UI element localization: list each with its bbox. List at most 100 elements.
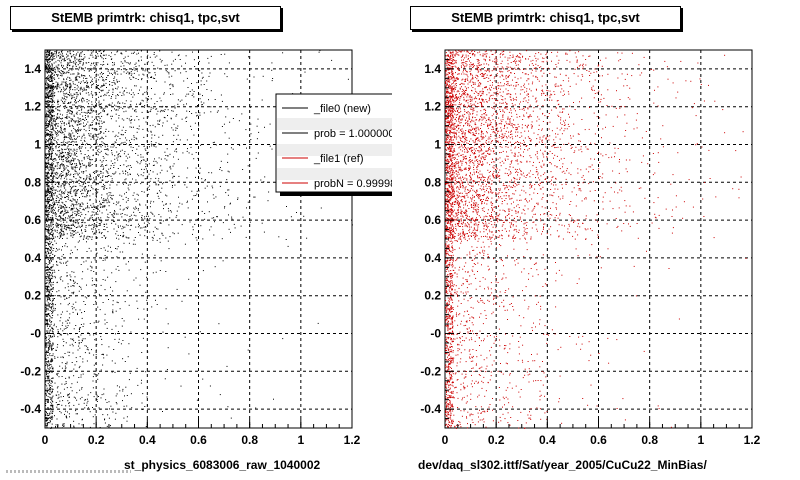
- data-point: [147, 186, 149, 188]
- data-point: [47, 167, 49, 169]
- data-point: [154, 126, 156, 128]
- data-point: [176, 127, 178, 129]
- data-point: [208, 172, 210, 174]
- data-point: [85, 89, 87, 90]
- data-point: [92, 188, 94, 190]
- data-point: [130, 71, 132, 73]
- data-point: [65, 209, 67, 211]
- data-point: [150, 106, 152, 108]
- data-point: [161, 201, 163, 203]
- data-point: [51, 388, 53, 390]
- data-point: [179, 100, 181, 102]
- data-point: [72, 230, 74, 232]
- data-point: [81, 225, 83, 227]
- data-point: [269, 123, 271, 125]
- data-point: [77, 241, 79, 243]
- data-point: [74, 129, 76, 130]
- data-point: [59, 154, 61, 156]
- data-point: [65, 207, 67, 209]
- data-point: [204, 213, 206, 214]
- data-point: [124, 141, 126, 143]
- data-point: [57, 264, 59, 266]
- data-point: [169, 84, 171, 86]
- data-point: [80, 82, 81, 84]
- data-point: [147, 61, 149, 63]
- data-point: [75, 101, 77, 103]
- data-point: [150, 211, 152, 213]
- data-point: [171, 127, 173, 129]
- data-point: [80, 190, 82, 192]
- data-point: [146, 152, 148, 154]
- data-point: [65, 229, 67, 231]
- data-point: [114, 213, 115, 215]
- data-point: [57, 139, 59, 141]
- data-point: [195, 195, 197, 196]
- data-point: [80, 55, 82, 57]
- data-point: [147, 206, 148, 208]
- data-point: [110, 425, 111, 427]
- data-point: [50, 134, 52, 136]
- data-point: [64, 96, 66, 97]
- data-point: [46, 322, 48, 324]
- data-point: [152, 272, 154, 274]
- data-point: [103, 357, 105, 359]
- data-point: [48, 92, 50, 94]
- data-point: [140, 183, 142, 185]
- data-point: [57, 82, 59, 84]
- data-point: [210, 90, 212, 92]
- data-point: [102, 260, 104, 261]
- data-point: [73, 166, 75, 168]
- data-point: [228, 214, 229, 216]
- data-point: [49, 133, 51, 135]
- data-point: [86, 62, 88, 64]
- data-point: [69, 138, 71, 140]
- data-point: [177, 158, 179, 160]
- data-point: [99, 204, 101, 206]
- data-point: [48, 112, 50, 114]
- data-point: [76, 192, 78, 194]
- data-point: [70, 73, 72, 75]
- data-point: [152, 231, 154, 233]
- data-point: [104, 121, 105, 123]
- data-point: [56, 171, 58, 173]
- data-point: [51, 76, 53, 78]
- data-point: [85, 196, 87, 198]
- data-point: [52, 79, 54, 81]
- data-point: [46, 253, 48, 255]
- data-point: [69, 279, 71, 280]
- data-point: [184, 336, 186, 338]
- data-point: [47, 376, 48, 378]
- data-point: [75, 120, 77, 122]
- data-point: [63, 388, 65, 390]
- data-point: [90, 144, 92, 146]
- data-point: [72, 65, 74, 67]
- data-point: [111, 58, 113, 60]
- data-point: [65, 136, 67, 138]
- data-point: [49, 330, 51, 332]
- data-point: [148, 189, 150, 190]
- data-point: [70, 149, 72, 151]
- data-point: [54, 74, 55, 76]
- data-point: [91, 116, 93, 118]
- data-point: [70, 85, 72, 87]
- data-point: [88, 100, 90, 102]
- data-point: [78, 336, 80, 338]
- data-point: [144, 91, 146, 93]
- data-point: [51, 200, 52, 201]
- data-point: [240, 225, 242, 227]
- data-point: [143, 168, 145, 170]
- data-point: [58, 237, 60, 239]
- data-point: [48, 291, 50, 292]
- data-point: [49, 65, 51, 67]
- data-point: [83, 182, 85, 184]
- data-point: [131, 126, 133, 128]
- data-point: [73, 340, 75, 342]
- data-point: [89, 135, 91, 137]
- data-point: [112, 198, 113, 200]
- data-point: [91, 124, 93, 126]
- data-point: [133, 94, 135, 96]
- data-point: [66, 165, 68, 167]
- data-point: [141, 217, 143, 218]
- data-point: [282, 52, 284, 54]
- data-point: [177, 232, 179, 234]
